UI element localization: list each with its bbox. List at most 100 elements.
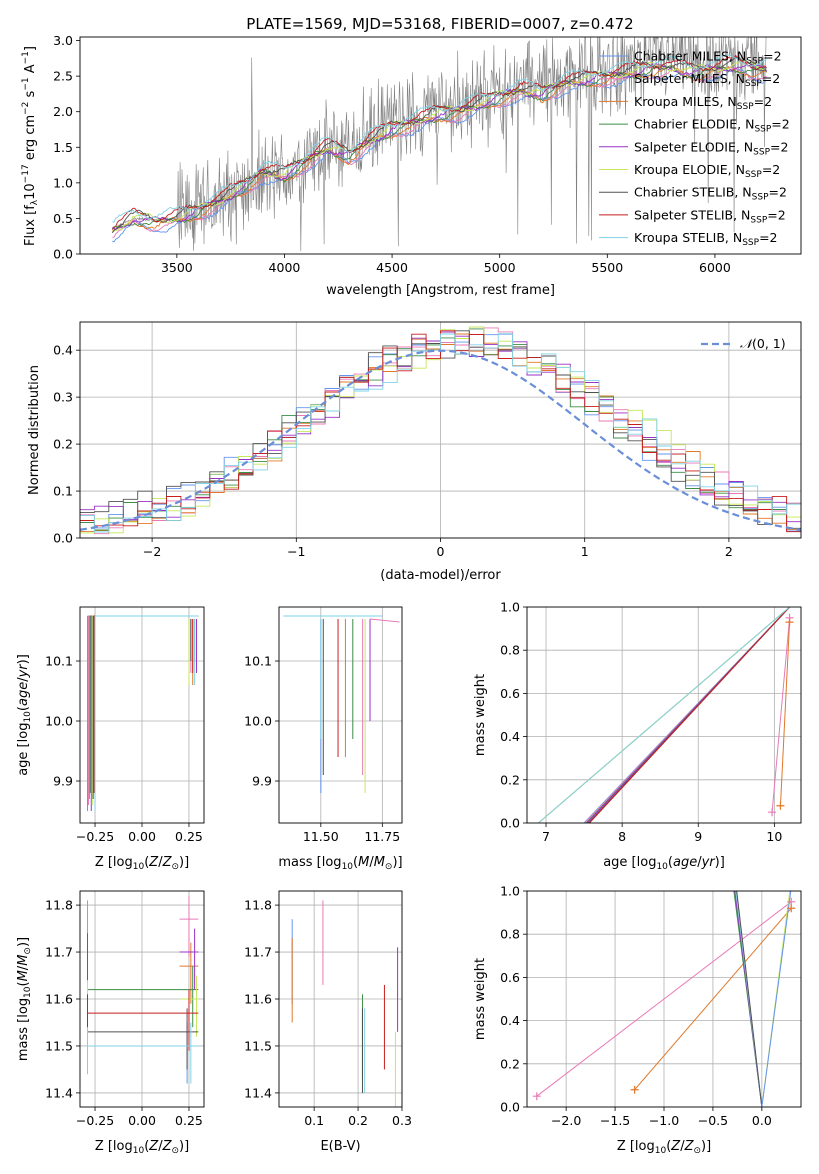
weight_vs_Z-xtick-label-3: −0.5	[698, 1113, 728, 1128]
age_vs_Z-frame	[79, 606, 205, 824]
age_vs_Z-plot-area	[80, 607, 204, 823]
weight_vs_Z-frame	[526, 890, 802, 1108]
weight_vs_age-xtick-label-3: 10	[766, 829, 782, 844]
spectrum-plot-area	[111, 37, 767, 252]
residuals-xtick-label-2: 0	[437, 544, 445, 559]
residual-ylabel: Normed distribution	[27, 365, 42, 495]
weight-age-marker-3	[785, 618, 794, 627]
age_vs_Z-xtick-label-2: 0.25	[175, 829, 203, 844]
weight-age-xlabel: age [log10(age/yr)]	[603, 855, 725, 872]
weight-z-marker-0	[532, 1092, 541, 1101]
weight-z-falling-3	[736, 891, 763, 1107]
age_vs_mass-plot-area	[279, 607, 402, 823]
spectrum-legend-label-4: Salpeter ELODIE, NSSP=2	[634, 139, 788, 157]
weight_vs_age-ytick-label-4: 0.8	[500, 643, 520, 658]
weight-age-line-8	[538, 607, 790, 823]
weight-z-ylabel: mass weight	[473, 958, 488, 1040]
weight_vs_age-ytick-label-5: 1.0	[500, 600, 520, 615]
mass_vs_Z-ytick-label-0: 11.4	[45, 1085, 73, 1100]
spectrum-ytick-label-5: 2.5	[53, 69, 73, 84]
weight_vs_Z-ytick-label-0: 0.0	[500, 1100, 520, 1115]
weight-z-line-pink	[536, 901, 792, 1097]
mass_vs_Z-frame	[79, 890, 205, 1108]
age-mass-xlabel: mass [log10(M/M⊙)]	[278, 855, 402, 872]
spectrum-xtick-label-2: 4500	[376, 260, 408, 275]
weight-age-marker-0	[768, 808, 777, 817]
mass_vs_ebv-plot-area	[279, 891, 402, 1107]
spectrum-ytick-label-6: 3.0	[53, 33, 73, 48]
spectrum-title: PLATE=1569, MJD=53168, FIBERID=0007, z=0…	[246, 15, 633, 33]
spectrum-legend-label-1: Salpeter MILES, NSSP=2	[634, 71, 780, 89]
mass_vs_ebv-xtick-label-2: 0.3	[392, 1113, 412, 1128]
weight-age-line-7	[589, 607, 790, 823]
weight_vs_Z-plot-area	[527, 891, 801, 1107]
mass_vs_ebv-xtick-label-0: 0.1	[304, 1113, 324, 1128]
spectrum-model-line-6	[111, 56, 767, 234]
spectrum-ytick-label-3: 1.5	[53, 140, 73, 155]
spectrum-legend-label-2: Kroupa MILES, NSSP=2	[634, 94, 772, 112]
weight-age-ylabel: mass weight	[473, 674, 488, 756]
weight-z-xlabel: Z [log10(Z/Z⊙)]	[617, 1139, 711, 1156]
residuals-xtick-label-0: −2	[143, 544, 161, 559]
mass_vs_Z-xtick-label-2: 0.25	[175, 1113, 203, 1128]
gaussian-reference-line	[80, 349, 801, 531]
weight-age-steep-line-b	[779, 622, 791, 806]
weight_vs_Z-xtick-label-2: −1.0	[649, 1113, 679, 1128]
age_vs_mass-xtick-label-1: 11.75	[364, 829, 400, 844]
residuals-xtick-label-1: −1	[287, 544, 305, 559]
mass_vs_Z-plot-area	[80, 891, 204, 1107]
mass_vs_Z-ytick-label-2: 11.6	[45, 992, 73, 1007]
age-z-ylabel: age [log10(age/yr)]	[16, 654, 33, 776]
mass-z-xlabel: Z [log10(Z/Z⊙)]	[95, 1139, 189, 1156]
mass-ebv-xlabel: E(B-V)	[320, 1139, 360, 1154]
residual-legend-label: 𝒩(0, 1)	[740, 336, 786, 351]
spectrum-legend-label-8: Kroupa STELIB, NSSP=2	[634, 230, 778, 248]
weight_vs_Z-ytick-label-4: 0.8	[500, 927, 520, 942]
age_vs_Z-ytick-label-2: 10.1	[45, 654, 73, 669]
age_vs_mass-ytick-label-0: 9.9	[252, 774, 272, 789]
weight_vs_Z-ytick-label-3: 0.6	[500, 970, 520, 985]
spectrum-xtick-label-1: 4000	[269, 260, 301, 275]
weight_vs_Z-ytick-label-2: 0.4	[500, 1013, 520, 1028]
weight_vs_age-ytick-label-1: 0.2	[500, 772, 520, 787]
mass_vs_Z-xtick-label-1: 0.00	[128, 1113, 156, 1128]
weight-z-marker-3	[787, 904, 796, 913]
weight_vs_age-ytick-label-0: 0.0	[500, 816, 520, 831]
mass-z-ylabel: mass [log10(M/M⊙)]	[16, 937, 33, 1061]
mass_vs_ebv-ytick-label-4: 11.8	[244, 898, 272, 913]
age-z-xlabel: Z [log10(Z/Z⊙)]	[95, 855, 189, 872]
spectrum-data-curve	[112, 37, 767, 252]
residuals-frame	[79, 321, 802, 539]
mass_vs_ebv-frame	[278, 890, 403, 1108]
spectrum-model-line-5	[112, 59, 767, 232]
age_vs_mass-xtick-label-0: 11.50	[303, 829, 339, 844]
spectrum-ytick-label-2: 1.0	[53, 175, 73, 190]
weight_vs_Z-ytick-label-1: 0.2	[500, 1056, 520, 1071]
weight_vs_age-frame	[526, 606, 802, 824]
spectrum-xtick-label-3: 5000	[484, 260, 516, 275]
mass_vs_ebv-ytick-label-1: 11.5	[244, 1038, 272, 1053]
weight_vs_age-plot-area	[527, 607, 801, 823]
weight_vs_Z-xtick-label-4: 0.0	[752, 1113, 772, 1128]
spectrum-legend-label-5: Kroupa ELODIE, NSSP=2	[634, 162, 780, 180]
age_vs_mass-frame	[278, 606, 403, 824]
residual-xlabel: (data-model)/error	[380, 568, 501, 583]
mass_vs_Z-ytick-label-3: 11.7	[45, 945, 73, 960]
spectrum-model-line-8	[112, 54, 767, 223]
weight_vs_age-xtick-label-1: 8	[618, 829, 626, 844]
age_vs_Z-ytick-label-0: 9.9	[53, 774, 73, 789]
residual-histogram-8	[80, 333, 801, 533]
spectrum-legend-label-7: Salpeter STELIB, NSSP=2	[634, 207, 786, 225]
mass_vs_Z-ytick-label-1: 11.5	[45, 1038, 73, 1053]
mass_vs_ebv-xtick-label-1: 0.2	[348, 1113, 368, 1128]
mass_vs_Z-ytick-label-4: 11.8	[45, 898, 73, 913]
weight_vs_age-ytick-label-3: 0.6	[500, 686, 520, 701]
residuals-ytick-label-1: 0.1	[53, 484, 73, 499]
spectrum-ytick-label-4: 2.0	[53, 104, 73, 119]
weight_vs_age-xtick-label-2: 9	[694, 829, 702, 844]
age_vs_mass-ytick-label-1: 10.0	[244, 714, 272, 729]
spectrum-ylabel: Flux [fλ10−17 erg cm−2 s−1 A−1]	[21, 46, 40, 246]
spectrum-xlabel: wavelength [Angstrom, rest frame]	[326, 283, 555, 298]
age_vs_mass-ytick-label-2: 10.1	[244, 654, 272, 669]
